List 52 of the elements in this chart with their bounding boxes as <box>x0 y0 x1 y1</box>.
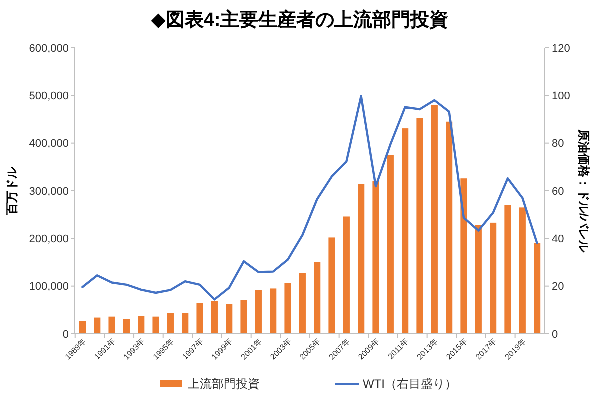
y-tick-label: 300,000 <box>29 186 69 198</box>
bar <box>270 288 277 334</box>
y-tick-label: 100,000 <box>29 281 69 294</box>
bar <box>460 178 468 334</box>
bar <box>490 222 497 334</box>
y-tick-label: 400,000 <box>29 138 69 150</box>
bar <box>123 319 130 334</box>
y-tick-label: 200,000 <box>29 234 69 246</box>
bar <box>182 314 189 334</box>
y2-tick-label: 60 <box>552 186 564 198</box>
bar <box>534 243 541 334</box>
bar <box>108 316 116 334</box>
bar <box>211 301 218 334</box>
y-tick-label: 0 <box>62 328 69 341</box>
bar <box>475 225 482 334</box>
bar <box>167 314 174 334</box>
bar <box>402 128 409 334</box>
bar <box>152 316 160 334</box>
y-tick-label: 500,000 <box>29 90 69 103</box>
y2-axis-title: 原油価格：ドル/バレル <box>577 128 591 254</box>
bar <box>343 216 350 334</box>
bar <box>196 303 204 334</box>
bar <box>431 105 438 334</box>
y2-tick-label: 120 <box>552 42 570 55</box>
y2-tick-label: 100 <box>552 90 570 103</box>
y2-tick-label: 0 <box>552 328 558 341</box>
bar <box>328 238 336 334</box>
bar <box>372 181 380 334</box>
bar <box>387 155 394 334</box>
y-axis-title: 百万ドル <box>5 166 19 216</box>
bar <box>299 273 306 334</box>
y2-tick-label: 80 <box>552 138 564 150</box>
bar <box>358 184 365 334</box>
bar <box>284 283 292 334</box>
bar <box>240 300 248 334</box>
bar <box>255 290 262 334</box>
bar <box>138 316 145 334</box>
bar <box>416 118 424 334</box>
legend-label: 上流部門投資 <box>188 377 260 392</box>
bar <box>314 262 321 334</box>
bar <box>79 321 86 334</box>
bar <box>94 318 101 334</box>
y2-tick-label: 20 <box>552 281 564 294</box>
y-tick-label: 600,000 <box>29 42 69 55</box>
bar <box>446 122 453 334</box>
bar <box>519 208 526 334</box>
line-series <box>82 95 538 301</box>
legend-label: WTI（右目盛り） <box>363 377 457 392</box>
bar <box>504 205 512 334</box>
bar <box>226 304 233 334</box>
y2-tick-label: 40 <box>552 234 564 246</box>
chart-title: ◆図表4:主要生産者の上流部門投資 <box>151 9 449 31</box>
